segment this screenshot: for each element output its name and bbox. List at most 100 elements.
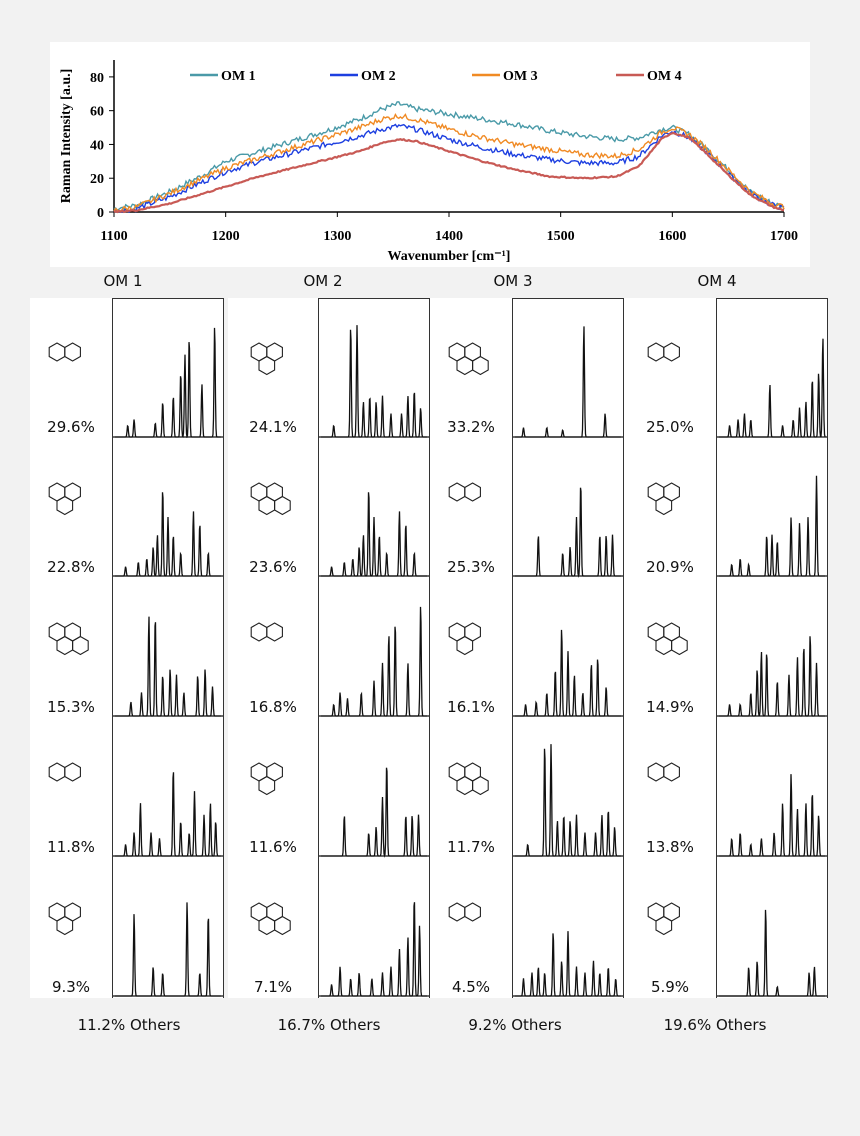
y-tick-label: 40 bbox=[90, 138, 104, 153]
component-percent: 11.7% bbox=[447, 838, 495, 856]
spectrum-line bbox=[515, 487, 621, 578]
spectrum-line bbox=[115, 772, 221, 857]
y-tick-label: 60 bbox=[90, 105, 104, 120]
x-axis-label: Wavenumber [cm⁻¹] bbox=[388, 249, 511, 264]
component-spectrum bbox=[512, 438, 624, 578]
spectrum-line bbox=[321, 492, 427, 577]
molecule-structure-icon bbox=[435, 748, 507, 814]
molecule-structure-icon bbox=[634, 748, 706, 814]
y-axis-label: Raman Intensity [a.u.] bbox=[59, 69, 74, 204]
component-percent: 29.6% bbox=[47, 418, 95, 436]
others-percent: 16.7% Others bbox=[277, 1016, 381, 1034]
component-spectrum bbox=[112, 438, 224, 578]
spectrum-line bbox=[719, 774, 825, 857]
others-percent: 9.2% Others bbox=[468, 1016, 562, 1034]
component-percent: 7.1% bbox=[253, 978, 293, 996]
component-percent: 16.1% bbox=[447, 698, 495, 716]
component-spectrum bbox=[112, 718, 224, 858]
others-percent: 11.2% Others bbox=[77, 1016, 181, 1034]
molecule-structure-icon bbox=[237, 888, 309, 954]
spectrum-line bbox=[115, 902, 221, 997]
series-line-om-1 bbox=[113, 101, 785, 212]
component-percent: 11.8% bbox=[47, 838, 95, 856]
component-spectrum bbox=[112, 578, 224, 718]
spectrum-line bbox=[115, 327, 221, 439]
series-line-om-4 bbox=[113, 131, 785, 214]
spectrum-line bbox=[115, 616, 221, 717]
x-tick-label: 1500 bbox=[547, 229, 575, 244]
spectrum-line bbox=[515, 629, 621, 717]
component-percent: 16.8% bbox=[249, 698, 297, 716]
component-spectrum bbox=[716, 858, 828, 998]
molecule-structure-icon bbox=[435, 468, 507, 534]
component-spectrum bbox=[318, 578, 430, 718]
raman-spectrum-panel: 0 20 40 60 80 1100 1200 1300 1400 1500 1600 1700 Wav… bbox=[50, 42, 810, 267]
legend-label: OM 2 bbox=[361, 69, 396, 84]
component-percent: 4.5% bbox=[451, 978, 491, 996]
column-header: OM 4 bbox=[697, 272, 737, 290]
x-tick-label: 1100 bbox=[100, 229, 127, 244]
x-tick-label: 1700 bbox=[770, 229, 798, 244]
spectrum-line bbox=[115, 492, 221, 577]
spectrum-line bbox=[321, 606, 427, 717]
component-spectrum bbox=[716, 578, 828, 718]
molecule-structure-icon bbox=[634, 888, 706, 954]
component-percent: 33.2% bbox=[447, 418, 495, 436]
series-line-om-3 bbox=[113, 112, 785, 212]
spectrum-line bbox=[515, 931, 621, 997]
molecule-structure-icon bbox=[435, 328, 507, 394]
component-percent: 13.8% bbox=[646, 838, 694, 856]
molecule-structure-icon bbox=[35, 328, 107, 394]
legend-label: OM 1 bbox=[221, 69, 256, 84]
molecule-structure-icon bbox=[237, 328, 309, 394]
spectrum-line bbox=[515, 326, 621, 438]
y-tick-label: 0 bbox=[97, 206, 104, 221]
spectrum-line bbox=[321, 325, 427, 438]
molecule-structure-icon bbox=[435, 888, 507, 954]
component-percent: 15.3% bbox=[47, 698, 95, 716]
component-spectrum bbox=[512, 298, 624, 439]
spectrum-line bbox=[321, 767, 427, 858]
molecule-structure-icon bbox=[237, 608, 309, 674]
component-spectrum bbox=[716, 718, 828, 858]
x-tick-label: 1300 bbox=[323, 229, 351, 244]
spectrum-line bbox=[719, 636, 825, 717]
column-header: OM 1 bbox=[103, 272, 143, 290]
component-percent: 23.6% bbox=[249, 558, 297, 576]
molecule-structure-icon bbox=[237, 468, 309, 534]
component-percent: 9.3% bbox=[51, 978, 91, 996]
series-line-om-2 bbox=[113, 123, 785, 213]
component-percent: 14.9% bbox=[646, 698, 694, 716]
component-spectrum bbox=[716, 298, 828, 439]
spectrum-line bbox=[321, 902, 427, 997]
component-spectrum bbox=[318, 438, 430, 578]
legend-label: OM 4 bbox=[647, 69, 682, 84]
column-header: OM 3 bbox=[493, 272, 533, 290]
molecule-structure-icon bbox=[237, 748, 309, 814]
component-spectrum bbox=[318, 858, 430, 998]
spectrum-line bbox=[719, 475, 825, 577]
component-spectrum bbox=[112, 298, 224, 439]
component-percent: 11.6% bbox=[249, 838, 297, 856]
molecule-structure-icon bbox=[634, 608, 706, 674]
component-percent: 25.3% bbox=[447, 558, 495, 576]
spectrum-line bbox=[719, 338, 826, 438]
x-tick-label: 1400 bbox=[435, 229, 463, 244]
column-header: OM 2 bbox=[303, 272, 343, 290]
component-spectrum bbox=[512, 578, 624, 718]
molecule-structure-icon bbox=[634, 328, 706, 394]
component-spectrum bbox=[318, 718, 430, 858]
component-percent: 24.1% bbox=[249, 418, 297, 436]
component-spectrum bbox=[512, 718, 624, 858]
component-percent: 25.0% bbox=[646, 418, 694, 436]
component-spectrum bbox=[512, 858, 624, 998]
raman-spectrum-chart: 0 20 40 60 80 1100 1200 1300 1400 1500 1600 1700 Wav… bbox=[59, 60, 798, 264]
others-percent: 19.6% Others bbox=[663, 1016, 767, 1034]
component-percent: 22.8% bbox=[47, 558, 95, 576]
molecule-structure-icon bbox=[35, 888, 107, 954]
legend-label: OM 3 bbox=[503, 69, 538, 84]
molecule-structure-icon bbox=[35, 608, 107, 674]
component-spectrum bbox=[112, 858, 224, 998]
component-spectrum bbox=[716, 438, 828, 578]
molecule-structure-icon bbox=[435, 608, 507, 674]
